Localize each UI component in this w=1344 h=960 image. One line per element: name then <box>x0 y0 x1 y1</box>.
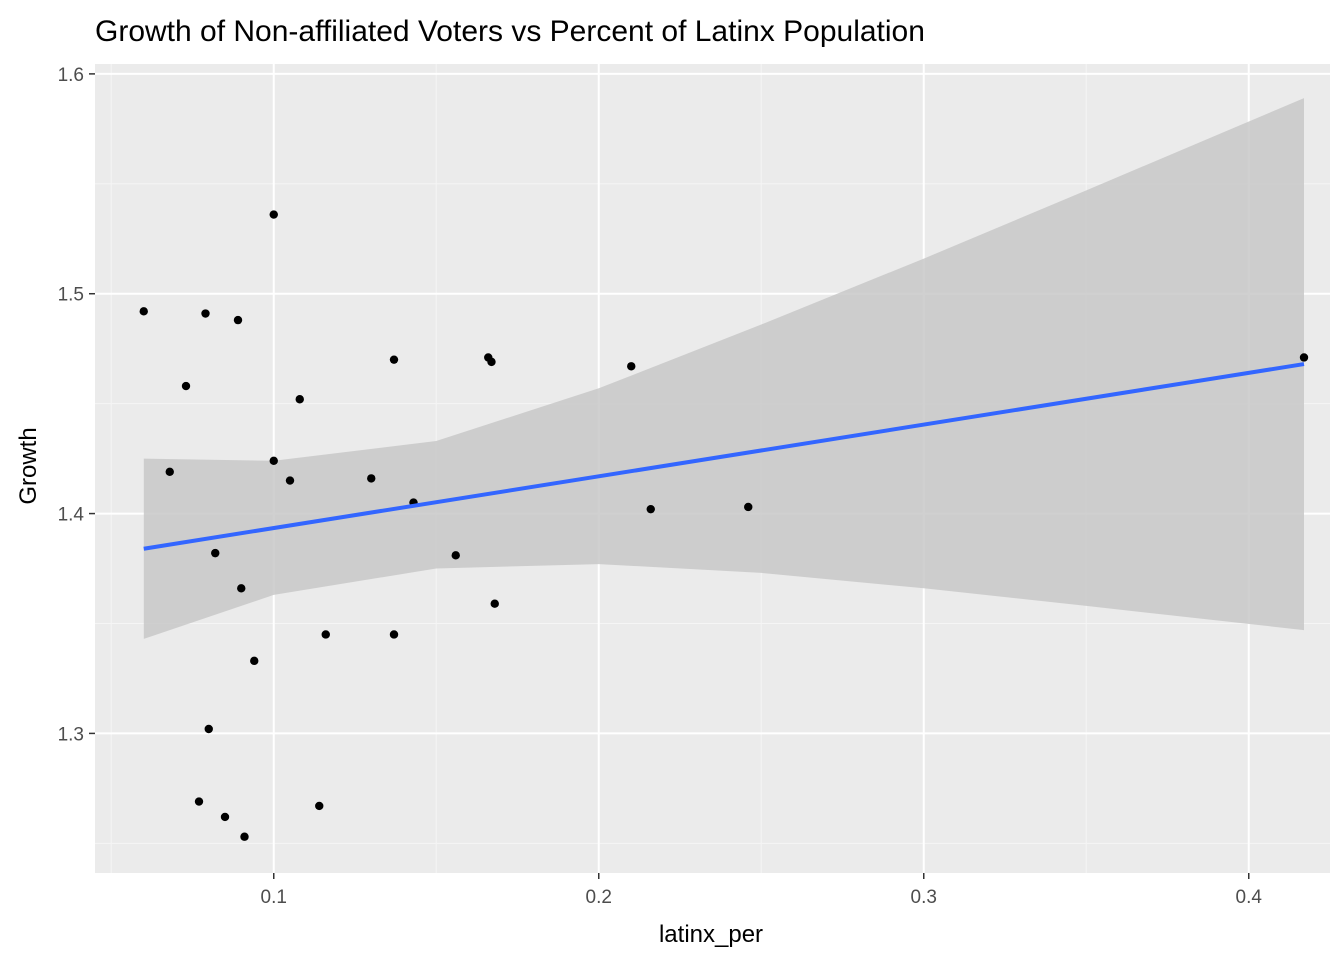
data-point <box>211 548 220 558</box>
y-axis: 1.3 1.4 1.5 1.6 <box>58 65 95 745</box>
data-point <box>315 801 324 811</box>
data-point <box>1299 353 1309 362</box>
data-point <box>627 362 636 371</box>
y-tick-label: 1.5 <box>58 285 84 306</box>
data-point <box>233 315 243 325</box>
data-point <box>490 599 499 608</box>
y-axis-title: Growth <box>15 427 42 504</box>
data-point <box>204 724 213 734</box>
data-point <box>220 812 230 822</box>
x-tick-label: 0.2 <box>586 887 612 908</box>
data-point <box>285 476 295 485</box>
data-point <box>240 832 249 841</box>
data-point <box>139 307 148 316</box>
data-point <box>321 630 330 639</box>
x-tick-label: 0.3 <box>911 887 937 908</box>
x-tick-label: 0.1 <box>261 887 287 908</box>
y-tick-label: 1.3 <box>58 724 84 745</box>
data-point <box>250 656 259 666</box>
y-tick-label: 1.4 <box>58 505 85 526</box>
data-point <box>295 395 304 404</box>
data-point <box>269 210 278 219</box>
data-point <box>487 357 496 367</box>
data-point <box>201 309 210 318</box>
chart-title: Growth of Non-affiliated Voters vs Perce… <box>95 15 925 48</box>
data-point <box>181 381 191 391</box>
data-point <box>389 355 399 364</box>
x-tick-label: 0.4 <box>1236 887 1263 908</box>
x-axis: 0.1 0.2 0.3 0.4 <box>261 873 1263 908</box>
data-point <box>646 504 655 514</box>
data-point <box>237 584 246 593</box>
data-point <box>367 474 376 483</box>
data-point <box>744 502 753 512</box>
trend-line <box>143 362 1305 551</box>
data-point <box>165 467 174 476</box>
data-point <box>389 630 399 639</box>
y-tick-label: 1.6 <box>58 65 84 86</box>
x-axis-title: latinx_per <box>659 921 763 948</box>
data-point <box>451 551 460 560</box>
data-point <box>269 456 278 466</box>
data-points <box>139 210 1309 841</box>
data-point <box>194 797 204 806</box>
